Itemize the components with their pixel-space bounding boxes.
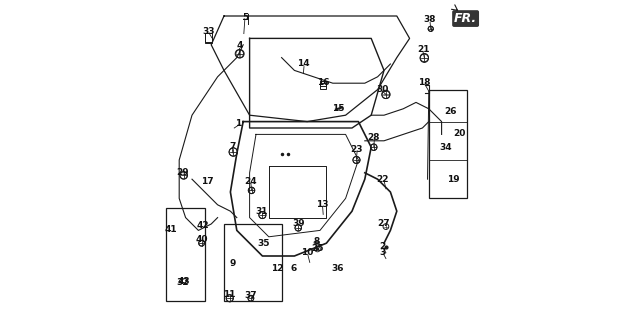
Text: 1: 1 [236,119,241,128]
Text: 33: 33 [202,28,215,36]
Text: 39: 39 [292,220,305,228]
Text: 19: 19 [447,175,460,184]
Text: 36: 36 [331,264,344,273]
Bar [166,208,205,301]
Text: 29: 29 [177,168,189,177]
Text: 32: 32 [177,278,189,287]
Text: 43: 43 [177,277,190,286]
Text: 31: 31 [255,207,268,216]
Text: 40: 40 [195,235,208,244]
Bar [320,83,326,89]
Circle shape [317,248,319,250]
Text: 15: 15 [332,104,345,113]
Bar [321,81,326,86]
Text: 38: 38 [423,15,436,24]
Text: 28: 28 [367,133,380,142]
Text: 7: 7 [230,142,236,151]
Text: 10: 10 [301,248,314,257]
Text: 41: 41 [164,225,177,234]
Text: 30: 30 [376,85,388,94]
Text: 11: 11 [223,290,236,299]
Text: 3: 3 [380,248,386,257]
Text: 22: 22 [376,175,389,184]
Text: 21: 21 [417,45,430,54]
Text: 23: 23 [350,145,363,154]
Text: 5: 5 [243,13,249,22]
Ellipse shape [314,241,319,244]
Text: 18: 18 [418,78,431,87]
Text: 24: 24 [244,177,257,186]
Text: 20: 20 [453,129,466,138]
Text: 26: 26 [444,107,457,116]
Text: 42: 42 [196,221,209,230]
Text: 8: 8 [314,237,320,246]
Bar [429,90,467,198]
Text: 34: 34 [439,143,452,152]
Text: 13: 13 [316,200,329,209]
Text: 2: 2 [380,242,386,251]
Text: 9: 9 [230,260,236,268]
Bar [224,224,282,301]
Text: FR.: FR. [454,12,477,25]
Text: 16: 16 [317,78,330,87]
Text: 27: 27 [378,220,390,228]
Text: 4: 4 [236,41,243,50]
Bar [205,33,212,43]
Text: 14: 14 [297,60,310,68]
Text: 25: 25 [311,244,324,253]
Text: 37: 37 [244,291,257,300]
Text: 35: 35 [257,239,270,248]
Bar [205,33,212,42]
Text: 12: 12 [271,264,284,273]
Text: 6: 6 [291,264,297,273]
Text: 17: 17 [201,177,214,186]
